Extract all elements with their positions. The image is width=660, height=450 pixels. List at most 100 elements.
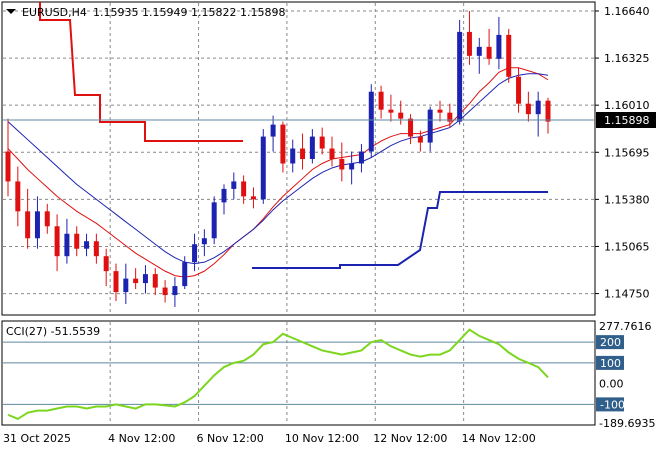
cci-level-label: -100 [600,398,625,411]
cci-level-label: 200 [600,336,621,349]
candle-body [525,103,531,115]
candle [290,139,296,173]
candle-body [15,181,21,212]
candle [25,188,31,249]
candle-body [339,159,345,170]
candle-body [408,118,414,137]
candle-body [182,262,188,287]
price-tick-label: 1.15695 [604,146,650,159]
candle [339,142,345,182]
price-grid [3,3,595,315]
candle [349,151,355,185]
candle-body [211,202,217,239]
candle-body [113,271,119,293]
candle-body [5,151,11,182]
candle [142,265,148,294]
ohlc-values: 1.15935 1.15949 1.15822 1.15898 [93,6,285,19]
candle-body [496,34,502,59]
candle-body [427,109,433,143]
time-label: 10 Nov 12:00 [285,432,359,445]
candle [211,196,217,245]
candle-body [368,91,374,152]
candle [231,172,237,200]
candle [457,19,463,125]
candle-body [74,233,80,249]
candle-body [44,211,50,227]
candle [103,248,109,287]
candle-body [84,241,90,249]
candle-body [25,211,31,239]
candle [398,100,404,125]
candle-body [34,211,40,239]
symbol-dropdown-icon[interactable] [6,9,16,14]
cci-tick-label: -189.6935 [599,417,655,430]
candle [506,28,512,83]
candle-body [64,233,70,257]
cci-series-line [7,328,549,421]
candle [280,121,286,173]
candle [408,114,414,145]
candle [133,268,139,290]
indicator-pane[interactable] [1,320,596,426]
candle-body [250,196,256,200]
candle [496,16,502,70]
candle-body [457,31,463,122]
candle [388,94,394,122]
candle [162,280,168,303]
candle-body [300,148,306,159]
candle [152,268,158,296]
candle [250,187,256,209]
candle [270,115,276,152]
candle-body [103,256,109,272]
current-price-value: 1.15898 [604,114,650,127]
candlesticks [5,10,551,308]
candle [15,166,21,227]
price-tick-label: 1.16010 [604,99,650,112]
candle-body [172,286,178,296]
candle-body [241,181,247,197]
candle [54,214,60,272]
resistance-stop-line [39,2,243,142]
candle-body [260,136,266,200]
candle [182,256,188,290]
candle-body [466,31,472,56]
price-tick-label: 1.16325 [604,52,650,65]
candle [74,226,80,257]
symbol-label: EURUSD,H4 [22,6,87,19]
candle [486,28,492,65]
time-label: 6 Nov 12:00 [197,432,264,445]
candle-body [329,148,335,159]
candle-body [93,241,99,257]
candle-body [152,274,158,288]
price-tick-label: 1.14750 [604,288,650,301]
cci-level-label: 100 [600,357,621,370]
candle [417,130,423,152]
candle-body [349,163,355,170]
candle-body [476,46,482,56]
candle-body [123,278,129,293]
candle [192,233,198,272]
candle-body [221,188,227,203]
candle-body [447,112,453,122]
candle-body [290,148,296,164]
price-axis: 1.16640 1.16325 1.16010 1.15695 1.15380 1.150… [595,5,650,301]
time-label: 14 Nov 12:00 [462,432,536,445]
cci-level-tag [596,355,624,370]
candle-body [516,76,522,104]
candle-body [398,112,404,119]
candle [437,100,443,122]
cci-tick-label: 0.00 [599,378,624,391]
candle-body [201,238,207,245]
indicator-label: CCI(27) -51.5539 [6,325,100,338]
cci-line [7,328,549,421]
candle [378,85,384,119]
price-pane[interactable] [1,1,596,316]
price-tick-label: 1.15065 [604,240,650,253]
candle [525,91,531,122]
current-price-tag [596,112,656,128]
candle [123,263,129,305]
time-label: 31 Oct 2025 [3,432,71,445]
cci-level-tag [596,397,624,412]
candle [260,129,266,204]
